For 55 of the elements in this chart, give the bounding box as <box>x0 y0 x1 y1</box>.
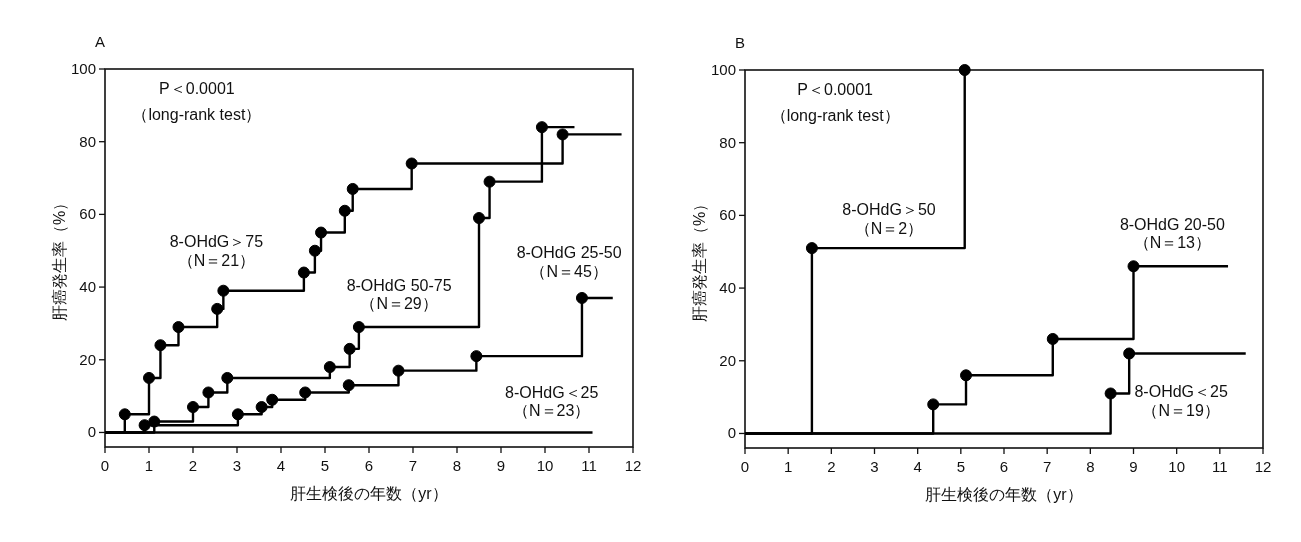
annotation: 8-OHdG 50-75 （N＝29） <box>346 276 452 313</box>
chart-title: A <box>95 33 106 50</box>
x-tick-label: 5 <box>956 458 966 475</box>
y-tick-label: 20 <box>79 350 96 368</box>
y-tick-label: 40 <box>79 278 96 296</box>
x-tick-label: 1 <box>144 457 154 474</box>
x-tick-label: 5 <box>320 457 330 474</box>
x-tick-label: 12 <box>624 457 642 474</box>
annotation: （long-rank test） <box>132 105 262 123</box>
y-tick-label: 80 <box>79 132 96 150</box>
x-tick-label: 3 <box>232 457 242 474</box>
x-tick-label: 11 <box>581 457 597 474</box>
y-axis-title: 肝癌発生率（%） <box>51 194 68 322</box>
x-tick-label: 7 <box>1042 458 1052 475</box>
x-tick-label: 0 <box>100 457 110 474</box>
annotation: 8-OHdG 20-50 （N＝13） <box>1119 216 1225 252</box>
y-tick-label: 80 <box>719 133 736 151</box>
y-tick-label: 40 <box>719 279 736 297</box>
chart-title: B <box>735 34 746 51</box>
x-tick-label: 2 <box>827 458 836 475</box>
x-tick-label: 8 <box>452 457 462 474</box>
x-tick-label: 6 <box>999 458 1009 475</box>
x-tick-label: 10 <box>1168 458 1186 475</box>
x-tick-label: 10 <box>536 457 554 474</box>
y-axis-title: 肝癌発生率（%） <box>691 195 708 323</box>
x-axis-title: 肝生検後の年数（yr） <box>290 485 448 502</box>
y-tick-label: 60 <box>719 206 736 224</box>
x-tick-label: 4 <box>913 458 922 475</box>
x-tick-label: 6 <box>364 457 374 474</box>
annotation: 8-OHdG＞50 （N＝2） <box>842 201 936 237</box>
annotation: P＜0.0001 <box>797 80 874 98</box>
x-tick-label: 11 <box>1212 458 1228 475</box>
annotation: 8-OHdG＞75 （N＝21） <box>169 233 264 269</box>
x-tick-label: 9 <box>496 457 506 474</box>
y-tick-label: 100 <box>710 61 736 78</box>
x-tick-label: 1 <box>783 458 793 475</box>
annotation: 8-OHdG 25-50 （N＝45） <box>516 244 622 280</box>
x-tick-label: 8 <box>1086 458 1095 475</box>
y-tick-label: 100 <box>70 60 96 77</box>
x-tick-label: 7 <box>408 457 418 474</box>
x-tick-label: 4 <box>276 457 286 474</box>
y-tick-label: 60 <box>79 205 96 223</box>
annotation: （long-rank test） <box>770 106 900 124</box>
annotation: 8-OHdG＜25 （N＝19） <box>1134 383 1228 419</box>
annotation: 8-OHdG＜25 （N＝23） <box>505 383 599 420</box>
y-tick-label: 0 <box>727 424 736 442</box>
y-tick-label: 20 <box>719 351 736 369</box>
x-tick-label: 12 <box>1254 458 1272 475</box>
x-tick-label: 2 <box>188 457 198 474</box>
x-axis-title: 肝生検後の年数（yr） <box>925 486 1083 503</box>
x-tick-label: 3 <box>870 458 879 475</box>
annotation: P＜0.0001 <box>159 79 235 97</box>
x-tick-label: 9 <box>1129 458 1138 475</box>
x-tick-label: 0 <box>740 458 750 475</box>
y-tick-label: 0 <box>87 423 96 441</box>
